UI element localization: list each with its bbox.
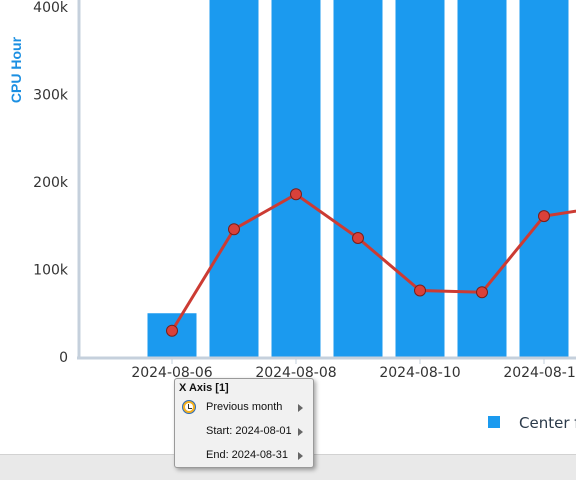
y-tick-label: 200k xyxy=(33,175,69,191)
line-point xyxy=(291,189,302,200)
menu-item-start-date[interactable]: Start: 2024-08-01 xyxy=(176,421,312,443)
bar xyxy=(520,0,569,357)
menu-item-end-date[interactable]: End: 2024-08-31 xyxy=(176,445,312,467)
y-tick-label: 100k xyxy=(33,263,69,279)
y-tick-label: 0 xyxy=(59,350,68,366)
bar xyxy=(334,0,383,357)
x-tick-label: 2024-08-10 xyxy=(379,365,460,381)
bar xyxy=(458,0,507,357)
y-axis-title: CPU Hour xyxy=(8,32,24,108)
menu-item-label: Previous month xyxy=(206,401,282,413)
menu-item-label: End: 2024-08-31 xyxy=(206,449,288,461)
bar xyxy=(396,0,445,357)
line-point xyxy=(415,285,426,296)
menu-title: X Axis [1] xyxy=(179,382,229,394)
menu-item-previous-month[interactable]: Previous month xyxy=(176,397,312,419)
line-point xyxy=(539,211,550,222)
y-tick-label: 300k xyxy=(33,88,69,104)
x-axis-context-menu: X Axis [1] Previous month Start: 2024-08… xyxy=(174,378,314,468)
menu-item-label: Start: 2024-08-01 xyxy=(206,425,292,437)
submenu-arrow-icon xyxy=(298,452,303,460)
bar xyxy=(272,0,321,357)
clock-icon xyxy=(182,400,196,414)
legend-swatch xyxy=(488,416,500,428)
x-tick-label: 2024-08-12 xyxy=(503,365,576,381)
line-point xyxy=(229,224,240,235)
bars-layer xyxy=(148,0,576,357)
legend-label: Center f xyxy=(519,414,576,432)
bar xyxy=(210,0,259,357)
line-point xyxy=(477,287,488,298)
submenu-arrow-icon xyxy=(298,404,303,412)
line-point xyxy=(167,325,178,336)
line-point xyxy=(353,233,364,244)
y-tick-label: 400k xyxy=(33,0,69,16)
submenu-arrow-icon xyxy=(298,428,303,436)
